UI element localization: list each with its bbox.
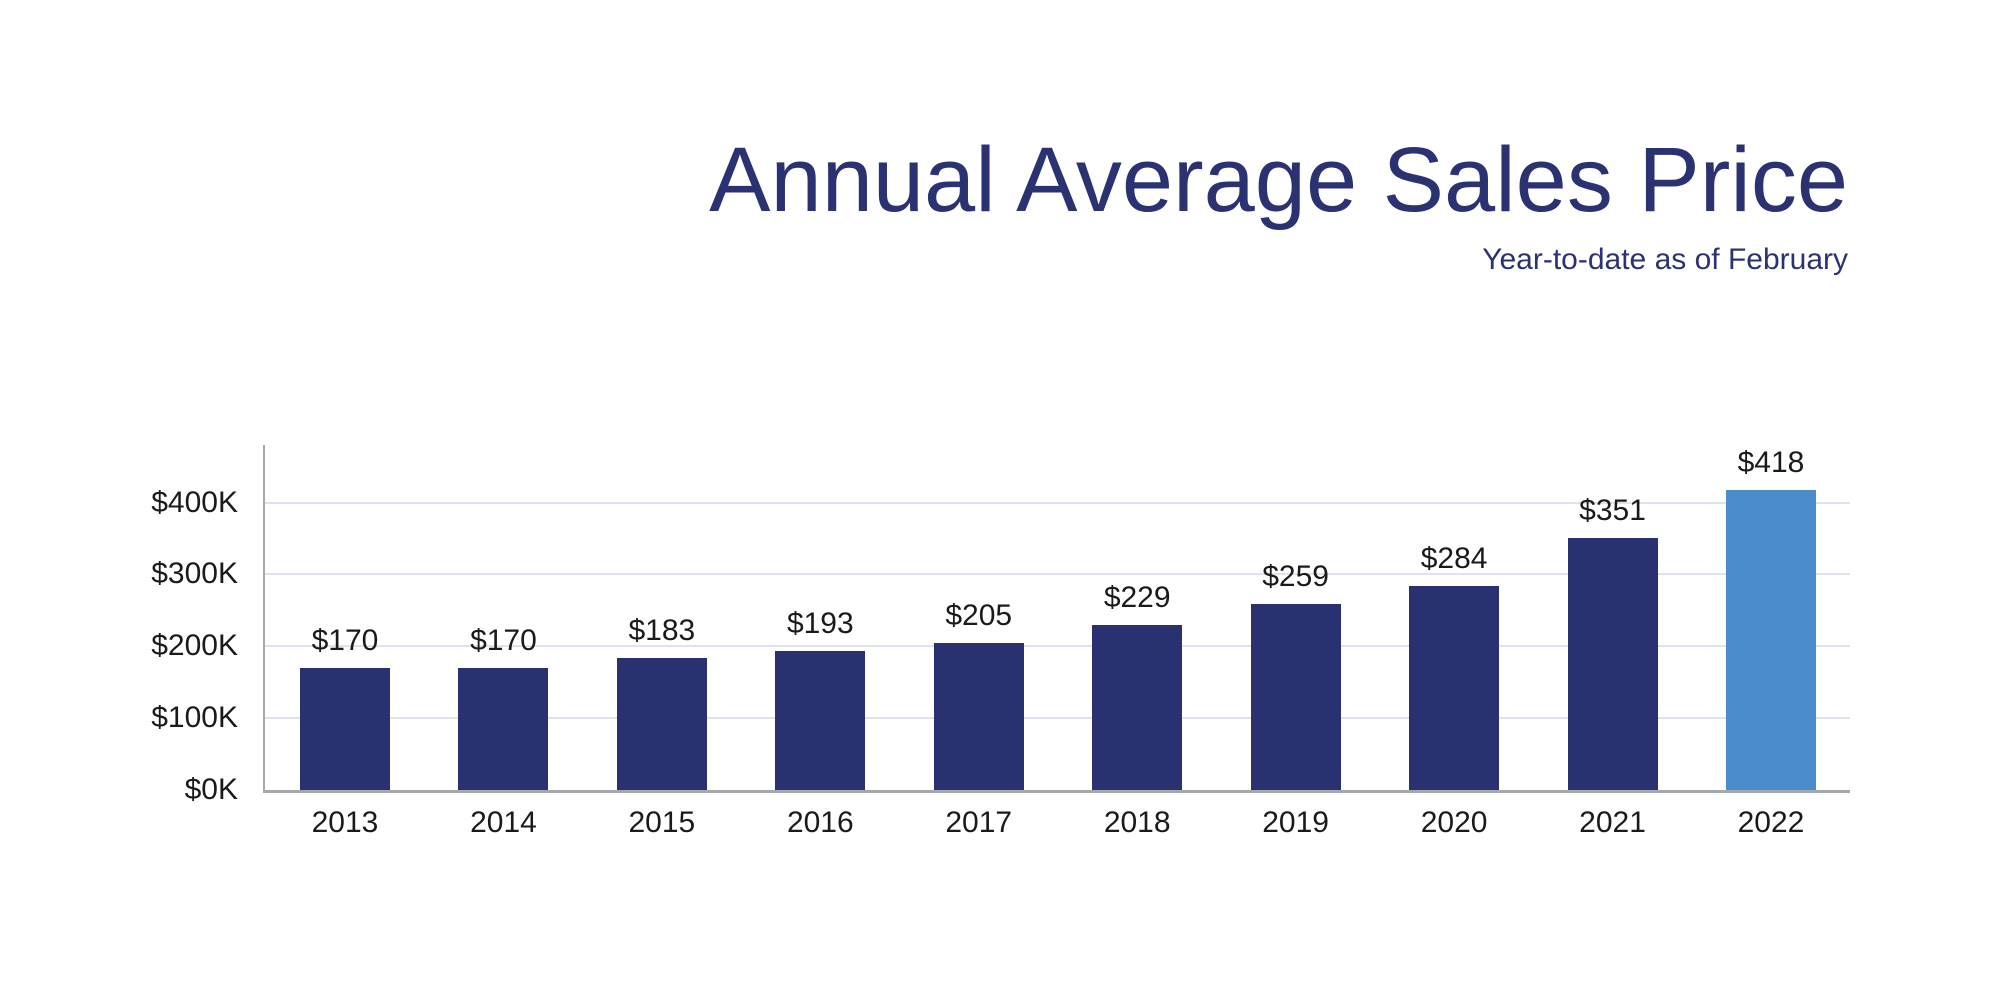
bar-slot-2016: $193 2016: [741, 445, 899, 839]
bar-2019: [1250, 603, 1341, 790]
bar-2018: [1092, 625, 1183, 790]
x-axis-label-2017: 2017: [945, 806, 1013, 839]
bar-slot-2019: $259 2019: [1217, 445, 1375, 839]
x-axis-label-2016: 2016: [786, 806, 854, 839]
x-axis-label-2019: 2019: [1262, 806, 1329, 839]
x-axis-label-2013: 2013: [311, 806, 379, 839]
gridline-400K: [265, 501, 1850, 504]
bar-2015: [616, 658, 707, 790]
x-axis-label-2021: 2021: [1579, 806, 1646, 839]
bar-2016: [775, 651, 866, 790]
bar-2022: [1725, 489, 1816, 790]
bar-2014: [458, 667, 549, 790]
bar-slot-2018: $229 2018: [1058, 445, 1216, 839]
y-axis-label-300K: $300K: [151, 557, 238, 591]
bar-slot-2022: $418 2022: [1692, 445, 1850, 839]
bar-2017: [933, 642, 1024, 790]
gridline-100K: [265, 717, 1850, 720]
bar-2013: [300, 667, 390, 790]
bar-value-label-2016: $193: [786, 607, 854, 641]
chart-title: Annual Average Sales Price: [709, 129, 1848, 231]
bar-value-label-2015: $183: [628, 614, 696, 648]
bar-slot-2015: $183 2015: [583, 445, 741, 839]
bar-value-label-2022: $418: [1737, 445, 1805, 479]
x-axis-label-2022: 2022: [1737, 806, 1805, 839]
bar-2020: [1409, 585, 1500, 790]
x-axis-label-2014: 2014: [470, 806, 537, 839]
chart-header: Annual Average Sales Price Year-to-date …: [709, 134, 1848, 276]
y-axis-label-200K: $200K: [151, 629, 238, 663]
bar-value-label-2013: $170: [311, 623, 379, 657]
bar-2021: [1567, 537, 1658, 790]
gridline-200K: [265, 645, 1850, 648]
x-axis-label-2020: 2020: [1420, 806, 1488, 839]
bar-value-label-2021: $351: [1579, 493, 1646, 527]
x-axis-label-2018: 2018: [1103, 806, 1171, 839]
y-axis-label-400K: $400K: [151, 485, 238, 519]
gridline-300K: [265, 573, 1850, 576]
bar-chart-plot-area: $170 2013 $170 2014 $183 2015 $193 2016 $205 2017…: [263, 445, 1850, 839]
bar-slot-2014: $170 2014: [424, 445, 582, 839]
y-axis-label-0K: $0K: [184, 773, 238, 806]
bar-slot-2017: $205 2017: [900, 445, 1058, 839]
bar-value-label-2017: $205: [945, 598, 1013, 632]
bar-slot-2013: $170 2013: [266, 445, 424, 839]
bar-slot-2021: $351 2021: [1534, 445, 1692, 839]
y-axis-label-100K: $100K: [151, 701, 238, 735]
chart-subtitle: Year-to-date as of February: [1482, 243, 1848, 276]
x-axis-label-2015: 2015: [628, 806, 696, 839]
bar-value-label-2018: $229: [1103, 581, 1171, 615]
bar-value-label-2014: $170: [470, 623, 537, 657]
bar-value-label-2019: $259: [1262, 559, 1329, 593]
bar-value-label-2020: $284: [1420, 541, 1488, 575]
bar-slot-2020: $284 2020: [1375, 445, 1533, 839]
